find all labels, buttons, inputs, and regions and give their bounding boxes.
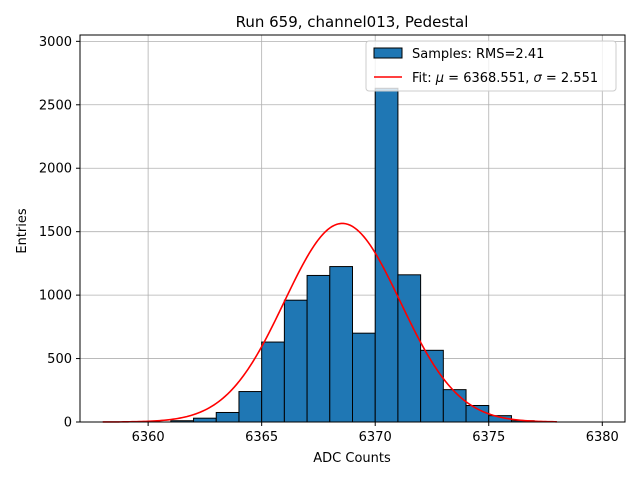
legend: Samples: RMS=2.41 Fit: μ = 6368.551, σ =…: [365, 40, 617, 92]
histogram-bars: [170, 87, 535, 423]
histogram-bar: [283, 299, 308, 423]
histogram-bar: [329, 266, 353, 423]
histogram-bar: [352, 332, 376, 423]
y-tick-label: 0: [64, 416, 72, 431]
x-tick-label: 6365: [245, 430, 278, 445]
x-tick-label: 6380: [586, 430, 619, 445]
x-tick-label: 6375: [472, 430, 505, 445]
x-tick-label: 6370: [359, 430, 392, 445]
histogram-bar: [261, 341, 285, 423]
legend-samples-label: Samples: RMS=2.41: [412, 47, 544, 62]
histogram-bar: [238, 391, 263, 423]
legend-fit-label: Fit: μ = 6368.551, σ = 2.551: [412, 71, 598, 86]
x-tick-label: 6360: [132, 430, 165, 445]
histogram-bar: [397, 274, 422, 423]
y-tick-label: 1000: [39, 289, 72, 304]
legend-frame: [365, 40, 617, 92]
histogram-bar: [215, 411, 240, 423]
plot-frame: [79, 34, 626, 423]
histogram-bar: [442, 389, 467, 423]
y-tick-label: 3000: [39, 35, 72, 50]
histogram-bar: [374, 87, 399, 423]
fit-curve: [102, 222, 557, 423]
axis-ticks: 6360 6365 6370 6375 6380 0 500 1000 1500 2000 2500…: [39, 35, 619, 445]
y-axis-label: Entries: [15, 208, 30, 254]
y-tick-label: 2000: [39, 162, 72, 177]
y-tick-label: 2500: [39, 98, 72, 113]
histogram-bar: [193, 417, 217, 423]
histogram-bar: [306, 274, 331, 423]
x-axis-label: ADC Counts: [313, 451, 391, 466]
y-tick-label: 500: [47, 352, 72, 367]
histogram-bar: [465, 405, 490, 423]
chart-title: Run 659, channel013, Pedestal: [236, 13, 469, 31]
y-tick-label: 1500: [39, 225, 72, 240]
legend-samples-swatch: [373, 47, 403, 59]
